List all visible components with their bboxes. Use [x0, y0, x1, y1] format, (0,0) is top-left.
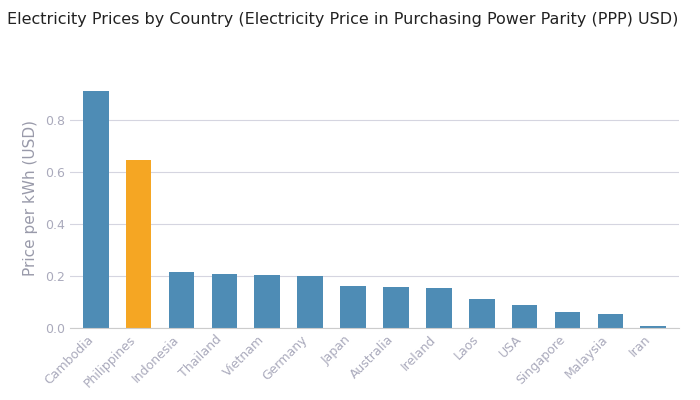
Bar: [83, 91, 108, 328]
Bar: [126, 160, 151, 328]
Bar: [512, 305, 538, 328]
Bar: [169, 272, 195, 328]
Bar: [298, 276, 323, 328]
Bar: [469, 299, 495, 328]
Text: Electricity Prices by Country (Electricity Price in Purchasing Power Parity (PPP: Electricity Prices by Country (Electrici…: [7, 12, 678, 27]
Bar: [340, 286, 366, 328]
Bar: [383, 287, 409, 328]
Bar: [254, 275, 280, 328]
Bar: [426, 288, 452, 328]
Bar: [640, 326, 666, 328]
Bar: [554, 312, 580, 328]
Bar: [598, 314, 623, 328]
Bar: [211, 274, 237, 328]
Y-axis label: Price per kWh (USD): Price per kWh (USD): [23, 120, 38, 276]
